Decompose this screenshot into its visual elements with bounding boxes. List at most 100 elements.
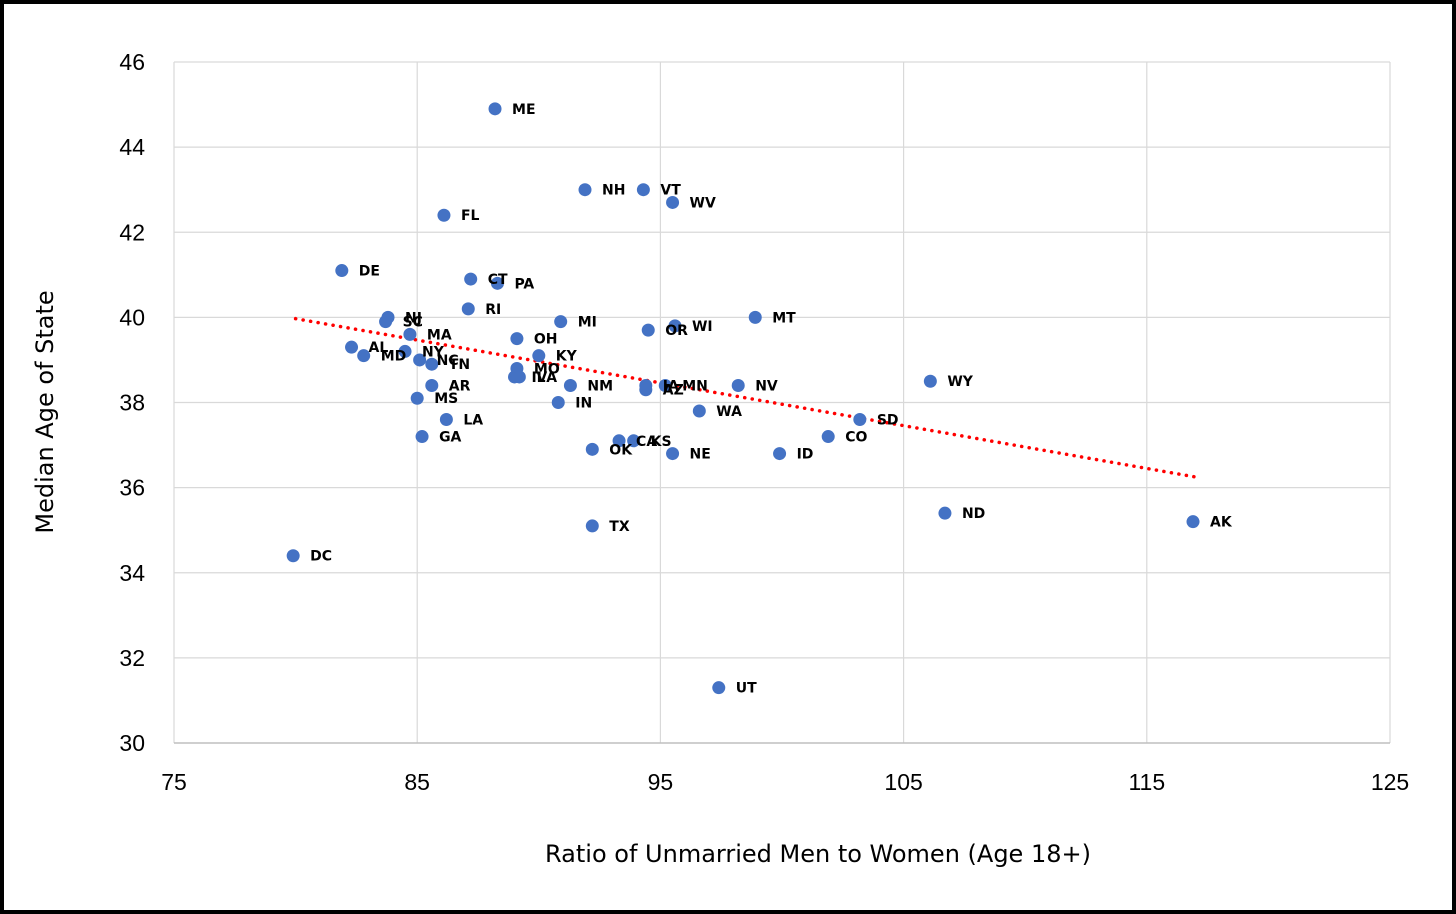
- trendline: [293, 316, 1198, 479]
- point-label-il: IL: [531, 370, 545, 386]
- point-md: [357, 349, 371, 363]
- point-la: [439, 413, 453, 427]
- y-tick-label: 38: [119, 390, 145, 416]
- point-label-az: AZ: [663, 383, 684, 399]
- point-label-ny: NY: [422, 344, 445, 360]
- point-label-de: DE: [359, 264, 380, 280]
- point-label-in: IN: [575, 396, 592, 412]
- point-label-mi: MI: [578, 315, 597, 331]
- point-mn: [658, 378, 672, 392]
- point-in: [551, 396, 565, 409]
- point-label-nm: NM: [587, 378, 613, 394]
- y-tick-label: 42: [119, 219, 145, 245]
- point-label-vt: VT: [660, 183, 681, 199]
- point-nv: [731, 378, 745, 392]
- point-label-mo: MO: [534, 361, 560, 377]
- point-ky: [532, 349, 546, 363]
- point-mt: [748, 310, 762, 324]
- point-label-wi: WI: [692, 319, 713, 335]
- point-label-tx: TX: [609, 519, 630, 535]
- point-label-nv: NV: [755, 378, 778, 394]
- point-tn: [425, 357, 439, 371]
- point-label-va: VA: [536, 370, 557, 386]
- point-pa: [490, 276, 504, 290]
- y-axis-title: Median Age of State: [31, 290, 59, 533]
- point-wy: [923, 374, 937, 388]
- point-label-ar: AR: [449, 378, 471, 394]
- point-label-ct: CT: [488, 272, 508, 288]
- point-ms: [410, 391, 424, 405]
- x-tick-label: 115: [1128, 769, 1165, 795]
- point-ar: [425, 378, 439, 392]
- point-me: [488, 102, 502, 116]
- grid: [173, 61, 1391, 743]
- point-label-ak: AK: [1210, 515, 1233, 531]
- point-label-me: ME: [512, 102, 536, 118]
- point-label-fl: FL: [461, 208, 480, 224]
- point-ri: [461, 302, 475, 316]
- point-ks: [627, 434, 641, 448]
- point-nd: [938, 506, 952, 520]
- point-label-al: AL: [369, 340, 389, 356]
- point-label-wv: WV: [690, 195, 716, 211]
- point-wv: [666, 195, 680, 209]
- y-tick-label: 30: [119, 730, 145, 756]
- point-nm: [563, 378, 577, 392]
- point-label-ms: MS: [434, 391, 458, 407]
- point-de: [335, 264, 349, 278]
- point-label-md: MD: [381, 349, 407, 365]
- point-sc: [379, 315, 393, 329]
- point-label-ca: CA: [636, 434, 657, 450]
- x-tick-label: 75: [161, 769, 187, 795]
- point-co: [821, 430, 835, 444]
- point-vt: [636, 183, 650, 197]
- x-tick-label: 125: [1371, 769, 1409, 795]
- y-tick-label: 46: [119, 49, 145, 75]
- x-axis-title: Ratio of Unmarried Men to Women (Age 18+…: [545, 840, 1091, 868]
- point-label-ut: UT: [736, 681, 757, 697]
- point-or: [641, 323, 655, 337]
- point-label-ks: KS: [651, 434, 672, 450]
- point-wa: [692, 404, 706, 418]
- x-tick-label: 105: [884, 769, 922, 795]
- point-label-id: ID: [797, 447, 814, 463]
- point-label-or: OR: [665, 323, 688, 339]
- point-label-pa: PA: [514, 276, 534, 292]
- point-label-ga: GA: [439, 430, 461, 446]
- y-tick-label: 32: [119, 645, 145, 671]
- point-ga: [415, 430, 429, 444]
- point-label-ne: NE: [690, 447, 711, 463]
- point-label-ia: IA: [663, 378, 679, 394]
- point-nh: [578, 183, 592, 197]
- point-label-co: CO: [845, 430, 867, 446]
- point-label-ma: MA: [427, 327, 452, 343]
- y-tick-label: 36: [119, 475, 145, 501]
- point-label-tn: TN: [449, 357, 470, 373]
- point-ut: [712, 681, 726, 695]
- point-label-ri: RI: [485, 302, 501, 318]
- point-label-la: LA: [463, 413, 483, 429]
- point-va: [512, 370, 526, 384]
- point-label-mt: MT: [772, 310, 796, 326]
- point-al: [345, 340, 359, 354]
- point-ma: [403, 327, 417, 341]
- point-wi: [668, 319, 682, 333]
- y-tick-label: 40: [119, 304, 145, 330]
- point-az: [639, 383, 653, 397]
- tick-labels: 30 32 34 36 38 40 42 44 46 75 85 95 105 115 125: [119, 49, 1409, 795]
- point-label-nj: NJ: [405, 310, 422, 326]
- point-label-mn: MN: [682, 378, 708, 394]
- point-tx: [585, 519, 599, 533]
- point-sd: [853, 413, 867, 427]
- point-nc: [413, 353, 427, 367]
- point-oh: [510, 332, 524, 346]
- point-label-sc: SC: [403, 315, 423, 331]
- x-tick-label: 85: [404, 769, 430, 795]
- point-ok: [585, 442, 599, 456]
- y-tick-label: 44: [119, 134, 145, 160]
- x-tick-label: 95: [648, 769, 674, 795]
- point-mi: [554, 315, 568, 329]
- point-dc: [286, 549, 300, 563]
